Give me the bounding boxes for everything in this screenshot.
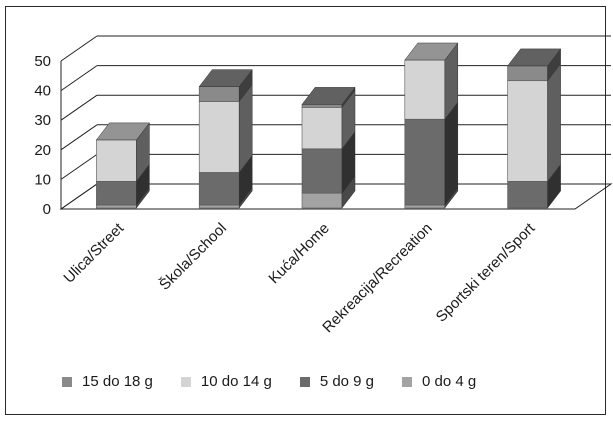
y-tick-label: 0	[43, 201, 51, 218]
legend-swatch	[402, 376, 413, 387]
legend-item: 10 do 14 g	[180, 373, 272, 390]
bar-top	[95, 122, 150, 141]
bar-segment	[96, 139, 137, 182]
bar-top	[507, 48, 562, 67]
bar-segment	[301, 104, 343, 108]
legend-label: 15 do 18 g	[82, 373, 153, 390]
bar-segment	[198, 172, 240, 206]
bar-segment	[507, 80, 548, 182]
x-tick-label: Škola/School	[156, 220, 230, 294]
legend-swatch	[299, 376, 310, 387]
bar-segment-side	[444, 101, 459, 206]
bar-segment-side	[547, 62, 561, 183]
bar-top	[198, 69, 253, 87]
bar-segment	[404, 59, 446, 120]
y-tick-label: 10	[34, 171, 51, 188]
bar-segment	[301, 148, 343, 194]
legend-swatch	[180, 376, 191, 387]
floor	[59, 183, 613, 210]
bar-segment	[507, 181, 548, 209]
bar-segment	[96, 181, 137, 206]
bar-segment	[301, 107, 343, 150]
y-tick-label: 30	[34, 112, 51, 129]
legend-label: 10 do 14 g	[200, 373, 272, 390]
bar-top	[404, 42, 459, 61]
grid-depth-line	[60, 124, 98, 151]
legend-label: 0 do 4 g	[422, 373, 477, 390]
grid-depth-line	[60, 35, 98, 62]
bar-segment	[198, 204, 240, 209]
bar-segment	[507, 65, 548, 82]
x-tick-label: Kuća/Home	[265, 220, 332, 287]
chart-frame	[5, 6, 606, 415]
x-tick-label: Ulica/Street	[60, 219, 127, 286]
bar-segment	[198, 101, 240, 173]
grid-depth-line	[60, 94, 98, 121]
bar-segment	[198, 86, 240, 102]
grid-depth-line	[60, 65, 98, 92]
x-tick-label: Sportski teren/Sport	[433, 219, 539, 325]
x-tick-label: Rekreacija/Recreation	[319, 220, 435, 336]
legend-label: 5 do 9 g	[319, 373, 375, 390]
legend-item: 0 do 4 g	[402, 373, 476, 390]
legend-swatch	[62, 376, 72, 387]
bar-segment	[404, 204, 446, 209]
bar-segment	[404, 118, 446, 206]
y-tick-label: 40	[34, 83, 51, 100]
y-tick-label: 20	[34, 142, 51, 159]
bar-segment	[301, 192, 343, 209]
y-tick-label: 50	[34, 53, 51, 70]
bar-segment	[96, 204, 137, 209]
grid-depth-line	[60, 153, 98, 180]
legend: 15 do 18 g 10 do 14 g 5 do 9 g 0 do 4 g	[62, 373, 504, 390]
legend-item: 5 do 9 g	[299, 373, 375, 390]
legend-item: 15 do 18 g	[62, 373, 153, 390]
bar-top	[301, 87, 356, 105]
